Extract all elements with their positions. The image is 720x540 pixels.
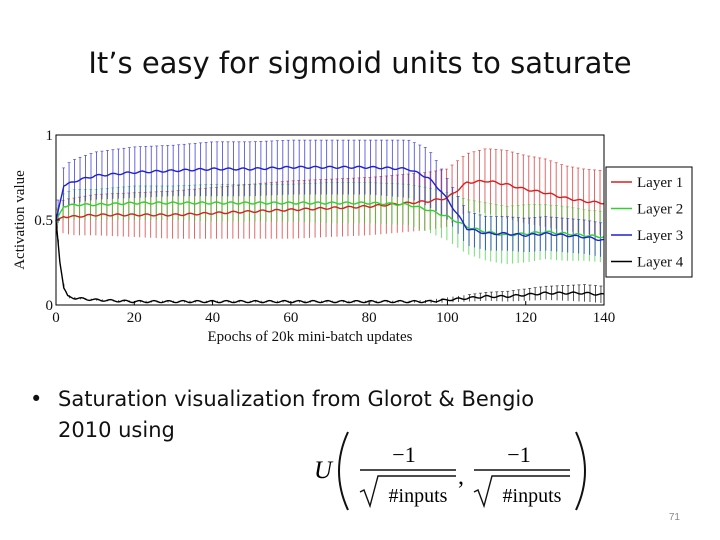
- x-tick-label: 20: [127, 310, 142, 326]
- formula-left-paren: [338, 431, 349, 511]
- x-tick-label: 100: [436, 310, 459, 326]
- formula-sqrt-2: [473, 475, 570, 509]
- plot-frame: [55, 134, 605, 306]
- y-tick-label: 0: [46, 298, 54, 314]
- x-tick-label: 60: [283, 310, 298, 326]
- init-formula: U −1 #inputs , −1 #inputs: [314, 431, 586, 511]
- x-axis-label: Epochs of 20k mini-batch updates: [208, 329, 413, 345]
- legend-box: [605, 166, 693, 278]
- y-axis-label: Activation value: [12, 170, 28, 270]
- x-tick-label: 0: [52, 310, 60, 326]
- error-bars-layer-2: [56, 182, 602, 265]
- y-tick-label: 1: [46, 128, 54, 144]
- series-line-layer-1: [55, 179, 605, 221]
- error-bars-layer-3: [56, 139, 603, 257]
- x-tick-label: 80: [362, 310, 377, 326]
- formula-comma: ,: [458, 464, 464, 490]
- page-number: 71: [668, 512, 680, 523]
- bullet-dot: •: [30, 387, 43, 411]
- error-bars-layer-4: [57, 239, 603, 304]
- saturation-chart: 0 20 40 60 80 100 120 140 0 0.5 1 Epochs of 20k min…: [12, 128, 693, 345]
- error-bars-layer-1: [56, 148, 602, 239]
- x-tick-label: 40: [205, 310, 220, 326]
- formula-denominator-2: #inputs: [503, 485, 562, 507]
- formula-function: U: [314, 457, 334, 484]
- slide-title: It’s easy for sigmoid units to saturate: [88, 46, 632, 80]
- legend-label: Layer 2: [637, 202, 683, 218]
- formula-denominator-1: #inputs: [389, 485, 448, 507]
- x-tick-label: 120: [514, 310, 537, 326]
- series-line-layer-4: [55, 219, 605, 304]
- series-line-layer-2: [55, 201, 605, 239]
- formula-right-paren: [575, 431, 586, 511]
- legend-label: Layer 3: [637, 228, 683, 244]
- x-tick-label: 140: [593, 310, 616, 326]
- bullet-point: • Saturation visualization from Glorot &…: [30, 384, 590, 446]
- y-tick-label: 0.5: [34, 213, 53, 229]
- formula-numerator-1: −1: [392, 442, 415, 467]
- series-line-layer-3: [55, 165, 605, 242]
- formula-sqrt-1: [359, 475, 456, 509]
- bullet-text: Saturation visualization from Glorot & B…: [58, 387, 535, 442]
- legend-label: Layer 4: [637, 255, 684, 271]
- formula-numerator-2: −1: [507, 442, 530, 467]
- legend-label: Layer 1: [637, 175, 683, 191]
